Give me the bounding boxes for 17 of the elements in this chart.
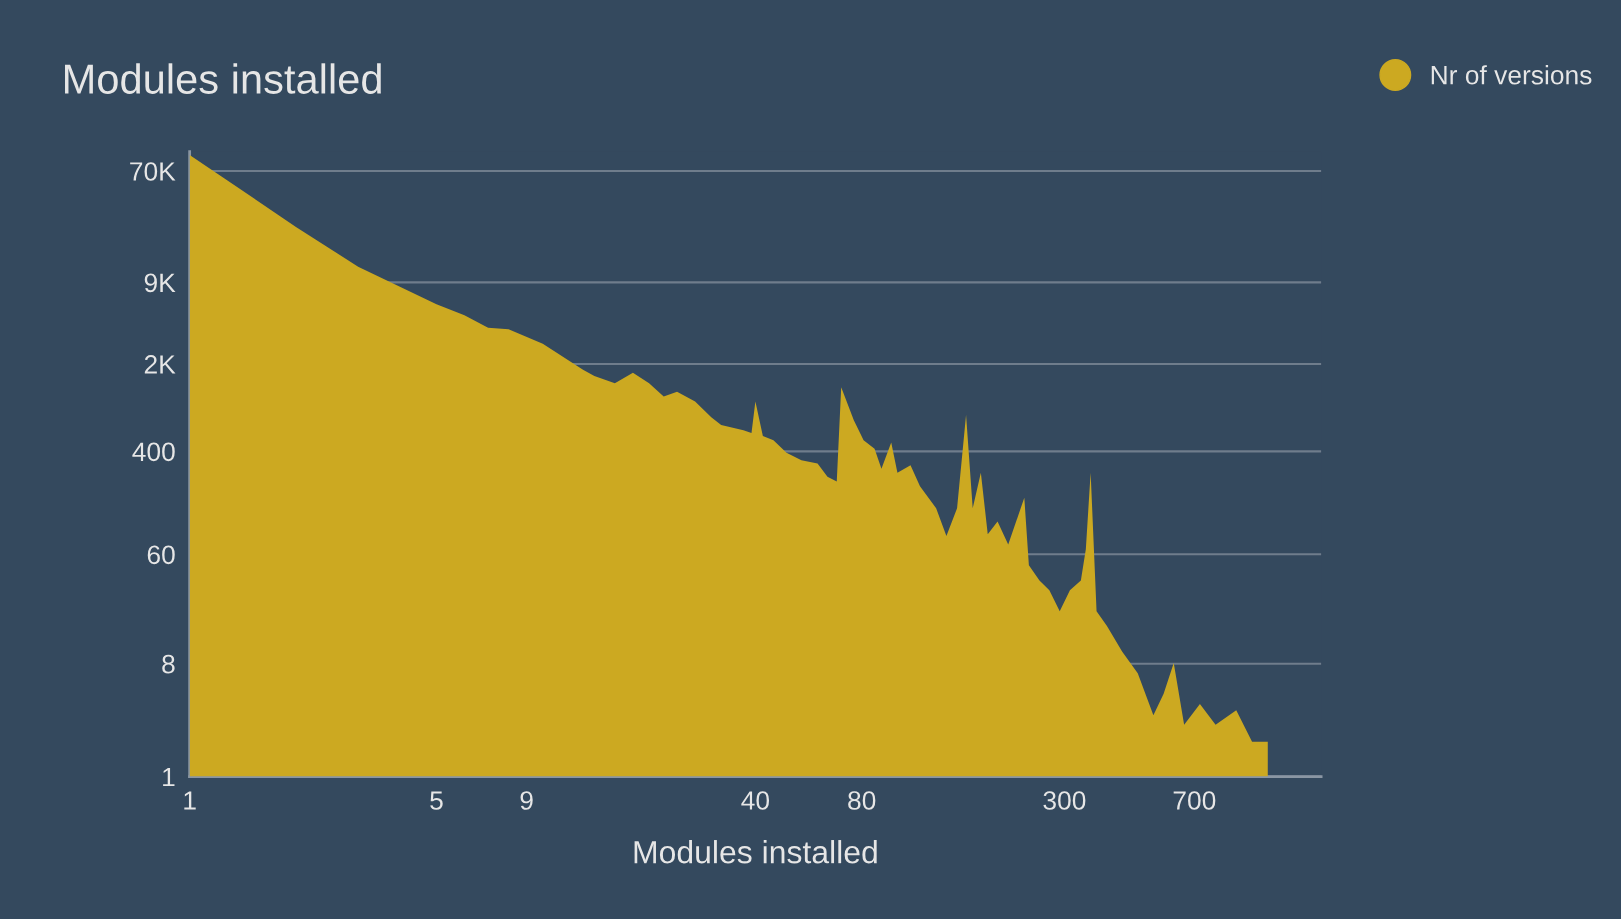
x-tick-label: 40 [741,791,770,810]
y-tick-label: 1 [163,767,175,787]
x-tick-label: 1 [184,791,196,810]
y-tick-label: 8 [162,654,175,674]
x-tick-label: 700 [1173,791,1216,810]
legend-label: Nr of versions [1431,65,1592,85]
y-tick-label: 70K [130,162,176,181]
x-tick-label: 80 [848,791,876,810]
y-tick-label: 400 [132,442,175,462]
x-axis-title: Modules installed [634,840,877,864]
x-tick-label: 5 [430,791,443,810]
x-tick-label: 9 [520,791,533,810]
y-tick-label: 2K [144,355,176,374]
y-tick-label: 60 [147,545,175,565]
x-tick-label: 300 [1043,791,1086,810]
chart-title: Modules installed [65,63,381,94]
y-tick-label: 9K [144,273,176,293]
